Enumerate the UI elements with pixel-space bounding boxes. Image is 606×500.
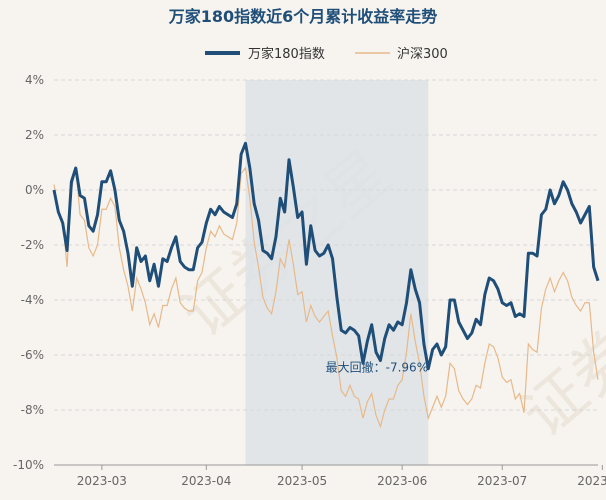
- y-tick-label: 2%: [25, 128, 44, 142]
- legend-label-series-2: 沪深300: [397, 46, 448, 62]
- x-tick-label: 2023-03: [77, 474, 127, 488]
- x-tick-label: 2023-07: [477, 474, 527, 488]
- x-axis: 2023-03 2023-04 2023-05 2023-06 2023-07 2023-…: [77, 465, 606, 488]
- series-line-wanjia180: [52, 141, 600, 371]
- y-tick-label: 4%: [25, 73, 44, 87]
- max-drawdown-band: [245, 80, 429, 465]
- legend: 万家180指数 沪深300: [205, 46, 448, 62]
- x-tick-label: 2023-05: [277, 474, 327, 488]
- legend-label-series-1: 万家180指数: [248, 46, 325, 62]
- y-tick-label: -2%: [21, 238, 44, 252]
- y-axis: 4% 2% 0% -2% -4% -6% -8% -10%: [13, 73, 44, 472]
- y-tick-label: 0%: [25, 183, 44, 197]
- y-tick-label: -8%: [21, 403, 44, 417]
- series-line-hs300: [53, 166, 599, 429]
- chart-title: 万家180指数近6个月累计收益率走势: [168, 7, 438, 26]
- y-tick-label: -10%: [13, 458, 44, 472]
- x-tick-label: 2023-08: [577, 474, 606, 488]
- x-tick-label: 2023-06: [377, 474, 427, 488]
- x-tick-label: 2023-04: [181, 474, 231, 488]
- watermark-text: 证券之星: [508, 236, 606, 451]
- max-drawdown-label: 最大回撤：-7.96%: [326, 360, 428, 375]
- y-tick-label: -4%: [21, 293, 44, 307]
- y-tick-label: -6%: [21, 348, 44, 362]
